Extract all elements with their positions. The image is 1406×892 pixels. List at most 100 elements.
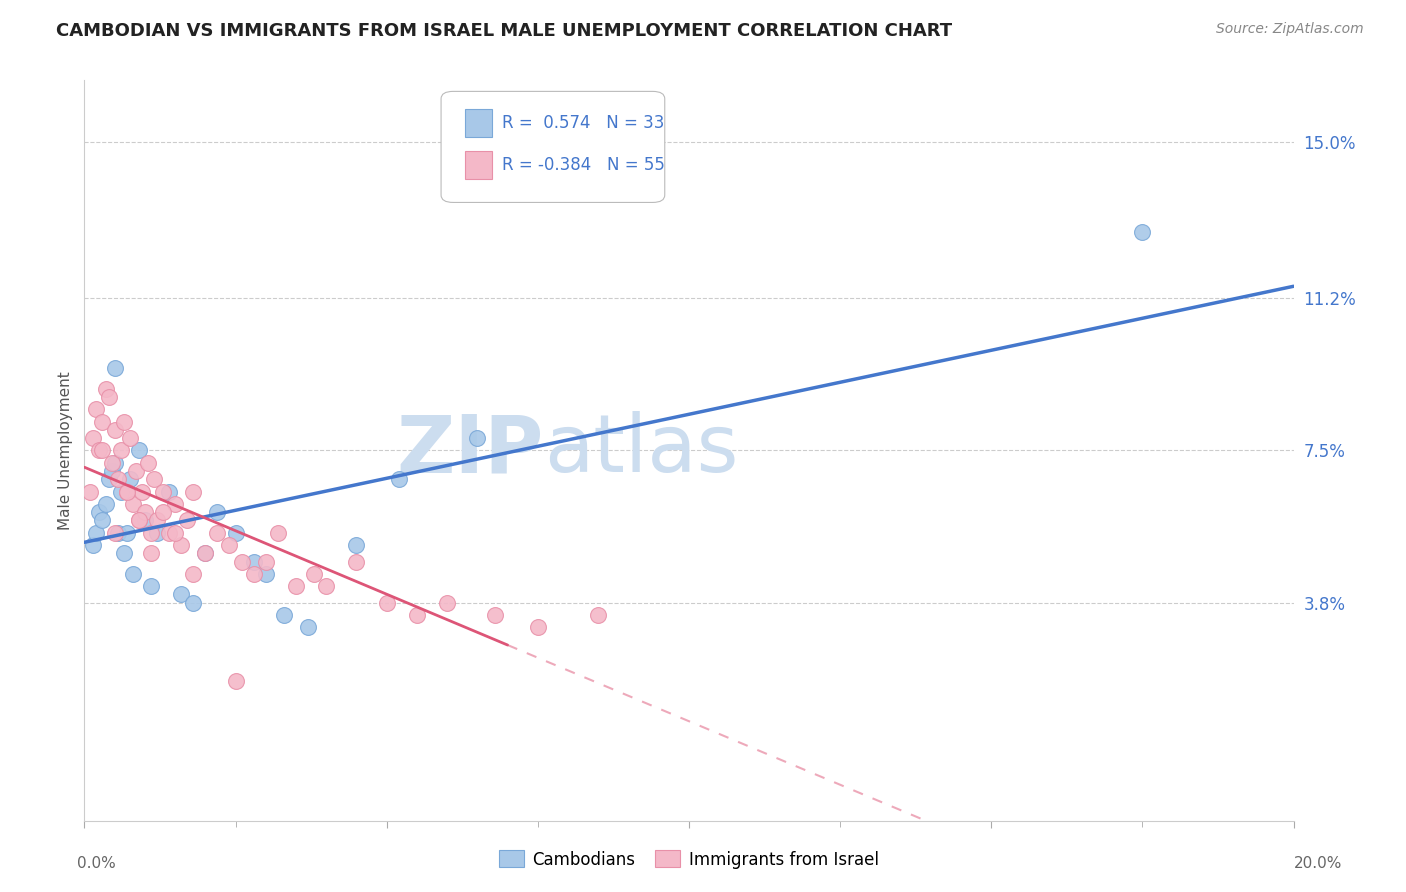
Text: 20.0%: 20.0%	[1295, 856, 1343, 871]
Text: ZIP: ZIP	[396, 411, 544, 490]
Text: 0.0%: 0.0%	[77, 856, 117, 871]
Point	[125, 464, 148, 478]
Point	[94, 382, 117, 396]
Point	[176, 513, 198, 527]
Point	[152, 484, 174, 499]
Point	[207, 505, 229, 519]
Point	[110, 443, 132, 458]
Point	[115, 484, 138, 499]
Point	[121, 497, 143, 511]
Text: R = -0.384   N = 55: R = -0.384 N = 55	[502, 156, 665, 174]
Point	[104, 456, 127, 470]
Point	[406, 607, 429, 622]
Point	[139, 546, 162, 560]
Point	[267, 525, 290, 540]
Point	[346, 538, 368, 552]
Point	[142, 472, 165, 486]
Point	[136, 456, 159, 470]
Point	[157, 525, 180, 540]
Point	[527, 620, 550, 634]
Point	[181, 596, 204, 610]
Point	[346, 554, 368, 569]
Text: Source: ZipAtlas.com: Source: ZipAtlas.com	[1216, 22, 1364, 37]
Point	[104, 361, 127, 376]
Point	[1132, 226, 1154, 240]
Point	[181, 484, 204, 499]
Text: R =  0.574   N = 33: R = 0.574 N = 33	[502, 114, 664, 132]
FancyBboxPatch shape	[465, 109, 492, 137]
Point	[467, 431, 489, 445]
Point	[297, 620, 319, 634]
Point	[254, 554, 277, 569]
Point	[110, 484, 132, 499]
Point	[152, 505, 174, 519]
Point	[242, 554, 264, 569]
Point	[254, 566, 277, 581]
Point	[375, 596, 398, 610]
Point	[302, 566, 325, 581]
Point	[89, 505, 111, 519]
Legend: Cambodians, Immigrants from Israel: Cambodians, Immigrants from Israel	[492, 844, 886, 875]
Point	[128, 513, 150, 527]
Point	[157, 484, 180, 499]
Point	[86, 402, 108, 417]
Point	[315, 579, 337, 593]
Point	[139, 579, 162, 593]
Point	[121, 566, 143, 581]
Point	[94, 497, 117, 511]
Point	[273, 607, 295, 622]
Point	[128, 443, 150, 458]
Point	[165, 497, 187, 511]
Point	[97, 472, 120, 486]
Point	[146, 513, 169, 527]
Point	[139, 525, 162, 540]
Point	[100, 464, 122, 478]
Point	[91, 513, 114, 527]
Point	[225, 525, 247, 540]
Point	[225, 673, 247, 688]
Point	[218, 538, 240, 552]
Point	[134, 505, 156, 519]
Point	[112, 415, 135, 429]
FancyBboxPatch shape	[465, 151, 492, 178]
Point	[436, 596, 458, 610]
Point	[82, 431, 104, 445]
Point	[107, 525, 129, 540]
Point	[104, 423, 127, 437]
Text: atlas: atlas	[544, 411, 738, 490]
Point	[115, 525, 138, 540]
Point	[181, 566, 204, 581]
Point	[170, 587, 193, 601]
Point	[104, 525, 127, 540]
Point	[134, 513, 156, 527]
Text: CAMBODIAN VS IMMIGRANTS FROM ISRAEL MALE UNEMPLOYMENT CORRELATION CHART: CAMBODIAN VS IMMIGRANTS FROM ISRAEL MALE…	[56, 22, 952, 40]
Point	[207, 525, 229, 540]
Point	[118, 431, 141, 445]
Point	[89, 443, 111, 458]
Point	[146, 525, 169, 540]
Point	[112, 546, 135, 560]
Point	[194, 546, 217, 560]
Point	[231, 554, 253, 569]
Point	[79, 484, 101, 499]
Point	[131, 484, 153, 499]
Point	[588, 607, 610, 622]
Point	[107, 472, 129, 486]
Point	[194, 546, 217, 560]
Point	[86, 525, 108, 540]
Point	[91, 415, 114, 429]
Point	[170, 538, 193, 552]
Y-axis label: Male Unemployment: Male Unemployment	[58, 371, 73, 530]
Point	[242, 566, 264, 581]
Point	[128, 513, 150, 527]
Point	[388, 472, 411, 486]
FancyBboxPatch shape	[441, 91, 665, 202]
Point	[484, 607, 506, 622]
Point	[97, 390, 120, 404]
Point	[165, 525, 187, 540]
Point	[82, 538, 104, 552]
Point	[115, 484, 138, 499]
Point	[100, 456, 122, 470]
Point	[91, 443, 114, 458]
Point	[118, 472, 141, 486]
